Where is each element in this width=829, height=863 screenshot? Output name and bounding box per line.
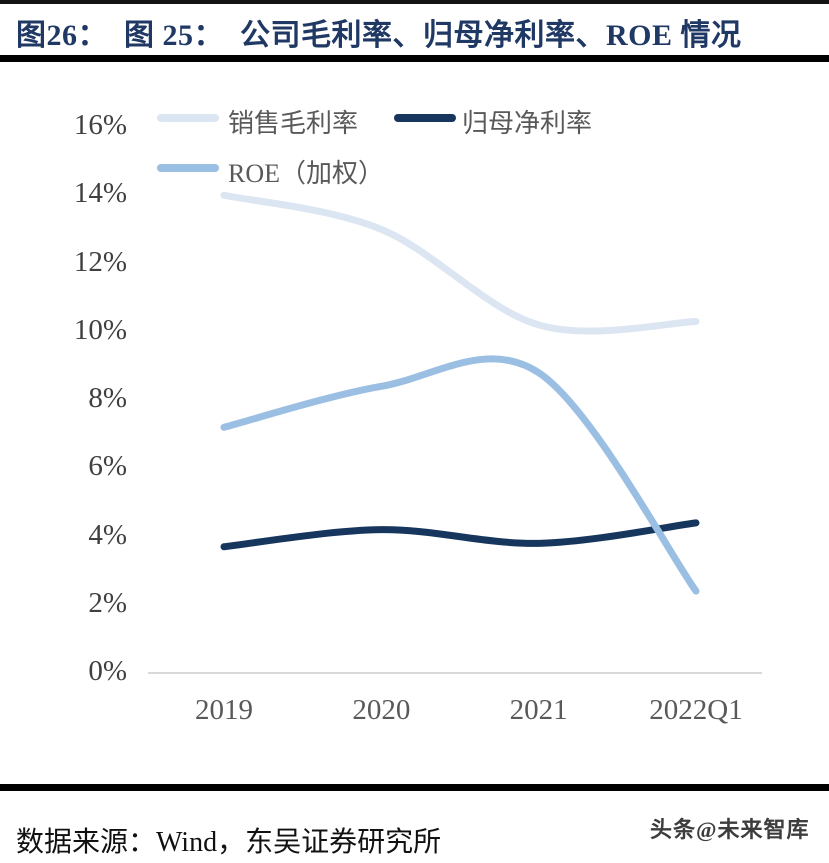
watermark: 头条@未来智库 bbox=[650, 812, 809, 844]
bottom-divider bbox=[0, 784, 829, 791]
gross-margin-line bbox=[224, 195, 696, 331]
line-chart bbox=[0, 0, 829, 863]
roe-line bbox=[224, 359, 696, 591]
net-margin-line bbox=[224, 523, 696, 547]
data-source-note: 数据来源：Wind，东吴证券研究所 bbox=[16, 820, 441, 860]
report-figure-page: 图26： 图 25： 公司毛利率、归母净利率、ROE 情况 销售毛利率 归母净利… bbox=[0, 0, 829, 863]
